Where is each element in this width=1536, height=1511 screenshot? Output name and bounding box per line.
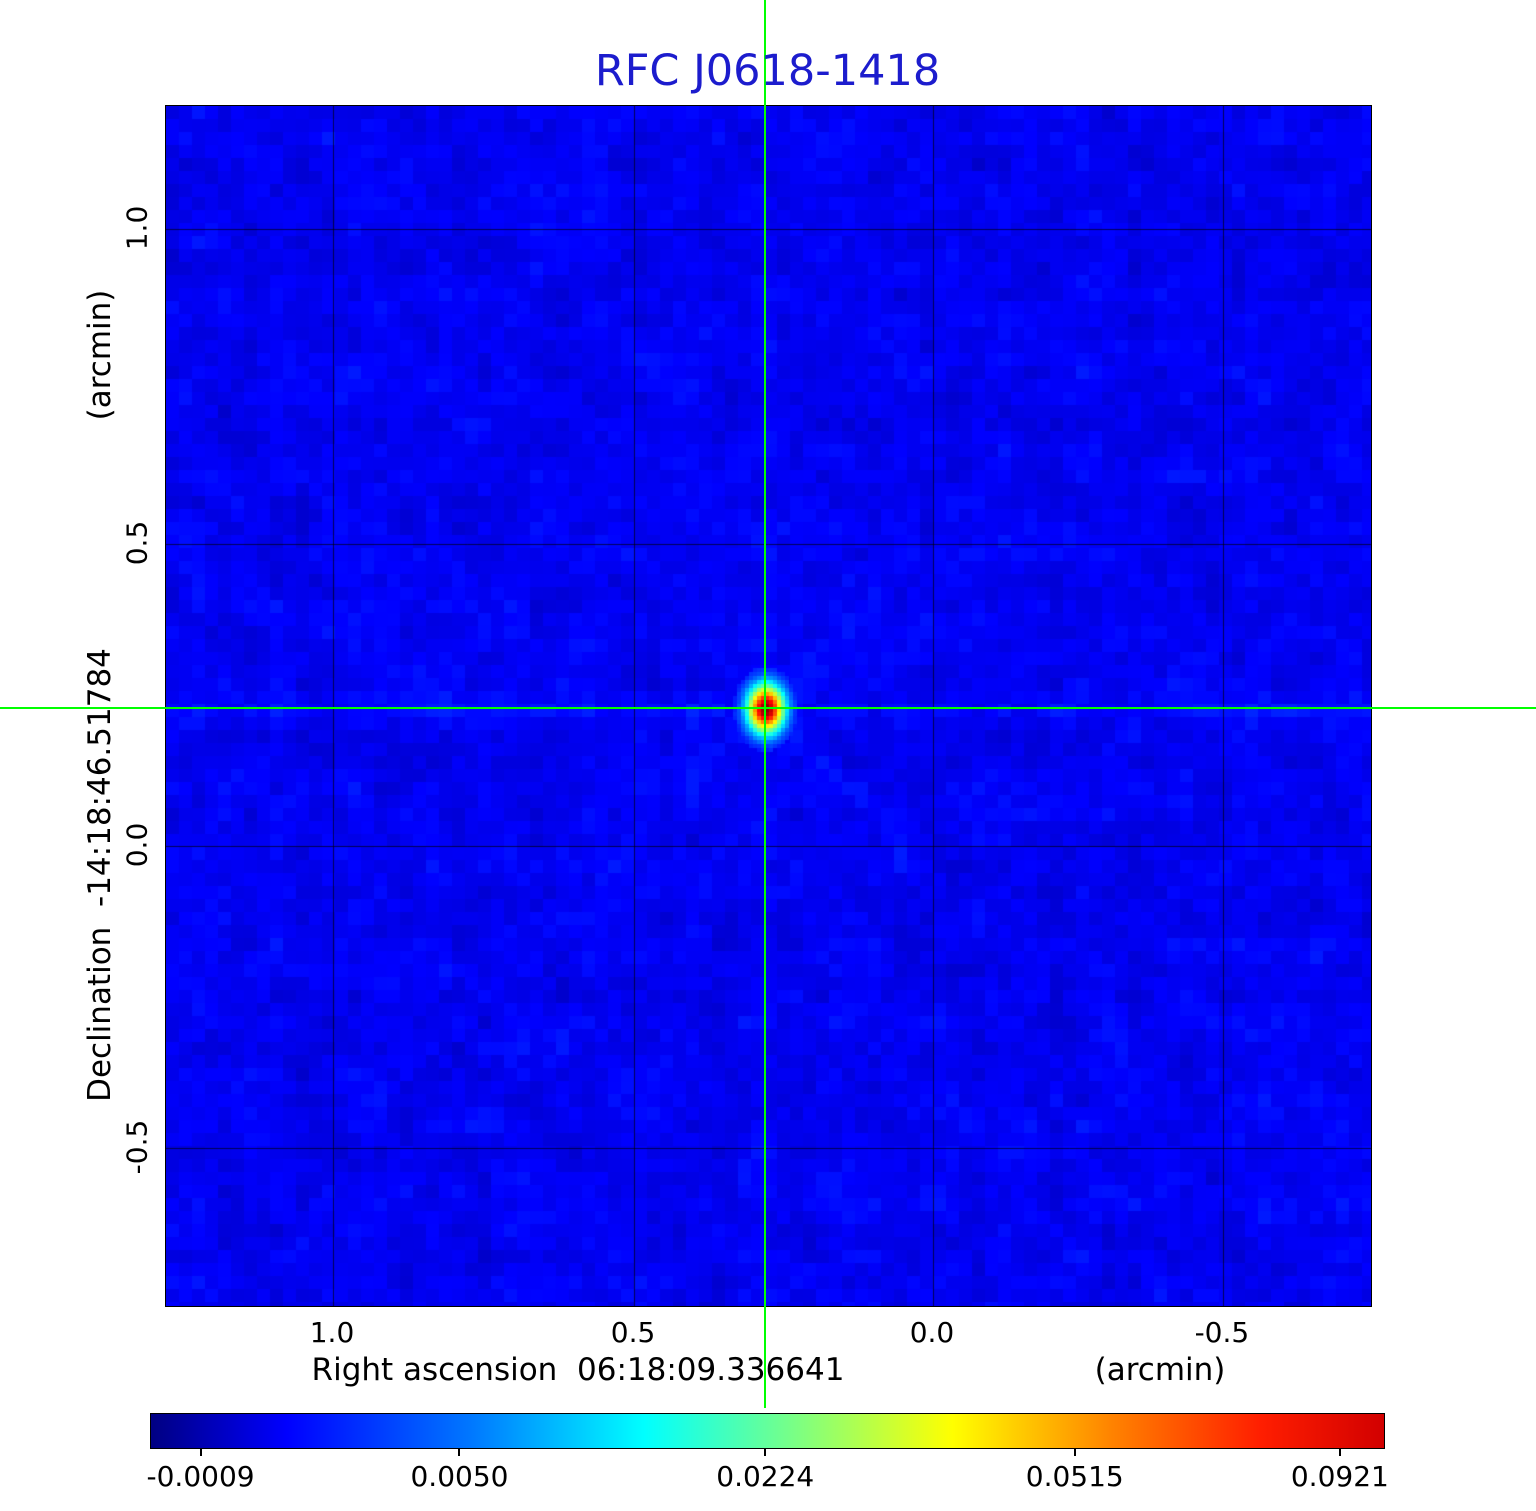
y-axis-name-label: Declination -14:18:46.51784 bbox=[82, 648, 118, 1102]
y-tick-label: 1.0 bbox=[120, 205, 154, 251]
y-tick-label: 0.0 bbox=[120, 822, 154, 868]
y-tick-label: 0.5 bbox=[120, 520, 154, 566]
x-tick-label: 1.0 bbox=[309, 1316, 355, 1349]
x-tick-label: 0.0 bbox=[909, 1316, 955, 1349]
crosshair-vertical-line bbox=[764, 0, 766, 1408]
crosshair-horizontal-line bbox=[0, 707, 1536, 709]
colorbar-gradient bbox=[150, 1413, 1385, 1449]
colorbar-tick-label: 0.0224 bbox=[716, 1460, 815, 1493]
colorbar-tick-mark bbox=[764, 1448, 767, 1456]
y-tick-label: -0.5 bbox=[120, 1119, 154, 1175]
page-title: RFC J0618-1418 bbox=[594, 46, 941, 96]
x-axis-ticks: 1.0 0.5 0.0 -0.5 bbox=[165, 1316, 1370, 1352]
colorbar-tick-mark bbox=[458, 1448, 461, 1456]
colorbar-tick-mark bbox=[1338, 1448, 1341, 1456]
x-axis-labels: Right ascension 06:18:09.336641 (arcmin) bbox=[0, 1352, 1536, 1394]
colorbar-tick-label: 0.0921 bbox=[1290, 1460, 1389, 1493]
colorbar-tick-mark bbox=[199, 1448, 202, 1456]
colorbar-tick-label: 0.0050 bbox=[410, 1460, 509, 1493]
y-axis-unit-label: (arcmin) bbox=[82, 289, 118, 421]
colorbar-tick-label: -0.0009 bbox=[146, 1460, 255, 1493]
intensity-heatmap-canvas bbox=[166, 106, 1371, 1306]
x-tick-label: 0.5 bbox=[610, 1316, 656, 1349]
colorbar-scale: -0.0009 0.0050 0.0224 0.0515 0.0921 bbox=[146, 1448, 1389, 1508]
colorbar-tick-label: 0.0515 bbox=[1025, 1460, 1124, 1493]
x-tick-label: -0.5 bbox=[1194, 1316, 1250, 1349]
x-axis-name-label: Right ascension 06:18:09.336641 bbox=[311, 1352, 845, 1388]
sky-map-plot bbox=[165, 105, 1372, 1307]
x-axis-unit-label: (arcmin) bbox=[1094, 1352, 1226, 1388]
colorbar-tick-mark bbox=[1073, 1448, 1076, 1456]
